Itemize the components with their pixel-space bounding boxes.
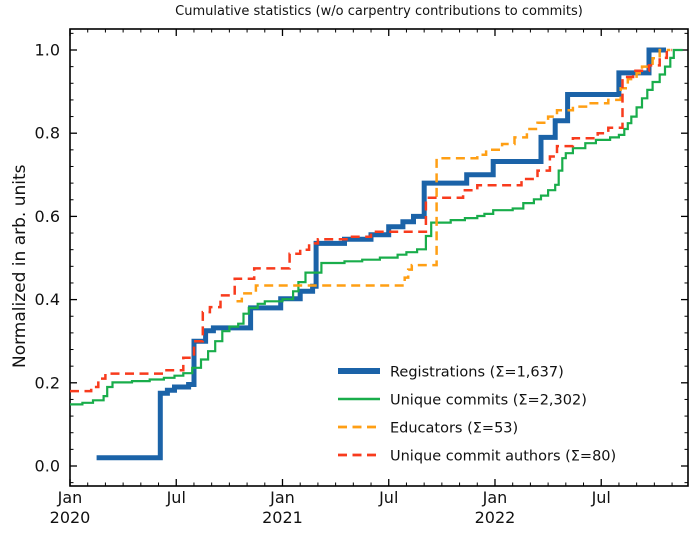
x-tick-label: Jan bbox=[57, 488, 83, 507]
legend-label-educators: Educators (Σ=53) bbox=[390, 421, 518, 437]
series-line-registrations bbox=[96, 47, 666, 461]
y-tick-label: 0.4 bbox=[35, 290, 60, 309]
series-line-unique-commit-authors bbox=[70, 48, 673, 393]
y-axis-label: Normalized in arb. units bbox=[10, 164, 30, 368]
series-line-unique-commits bbox=[70, 48, 683, 406]
legend-label-unique-commit-authors: Unique commit authors (Σ=80) bbox=[390, 449, 616, 465]
x-tick-label: Jan bbox=[482, 488, 508, 507]
legend-label-unique-commits: Unique commits (Σ=2,302) bbox=[390, 393, 587, 409]
y-tick-label: 0.2 bbox=[35, 373, 60, 392]
x-tick-label: Jan bbox=[269, 488, 295, 507]
series-line-educators bbox=[236, 48, 671, 303]
y-tick-label: 0.0 bbox=[35, 457, 60, 476]
y-tick-label: 1.0 bbox=[35, 41, 60, 60]
x-tick-year-label: 2020 bbox=[50, 508, 91, 527]
legend-label-registrations: Registrations (Σ=1,637) bbox=[390, 365, 564, 381]
chart-title: Cumulative statistics (w/o carpentry con… bbox=[175, 4, 583, 19]
x-tick-year-label: 2022 bbox=[475, 508, 516, 527]
x-tick-year-label: 2021 bbox=[262, 508, 303, 527]
x-tick-label: Jul bbox=[591, 488, 611, 507]
x-tick-label: Jul bbox=[166, 488, 186, 507]
y-tick-label: 0.6 bbox=[35, 207, 60, 226]
y-tick-label: 0.8 bbox=[35, 124, 60, 143]
axes-spines bbox=[69, 28, 689, 487]
x-tick-label: Jul bbox=[378, 488, 398, 507]
